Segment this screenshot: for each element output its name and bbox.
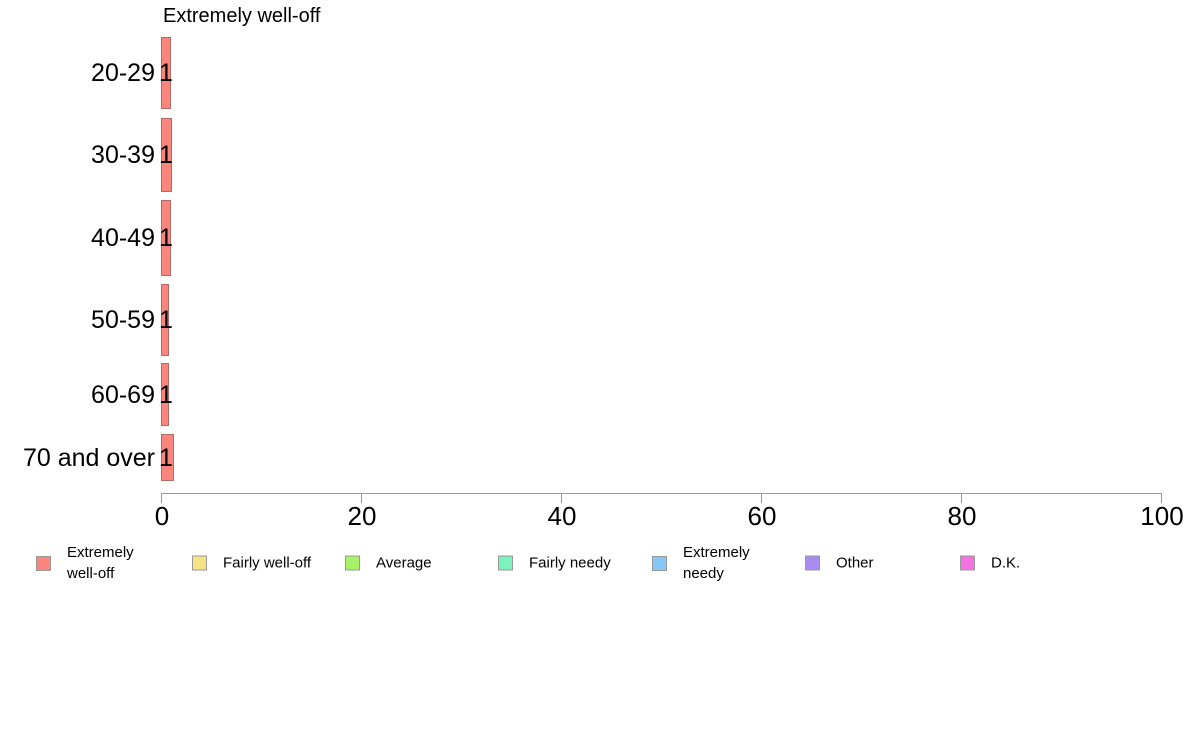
category-label: 60-69 <box>91 380 155 409</box>
bar <box>161 37 171 109</box>
legend-item: Extremely well-off <box>36 542 159 584</box>
x-tick-label: 40 <box>547 501 577 531</box>
bar <box>161 434 174 481</box>
category-label: 50-59 <box>91 306 155 334</box>
legend-label: Extremely well-off <box>67 544 134 582</box>
x-tick-label: 20 <box>347 501 377 531</box>
legend-label: Other <box>836 554 874 572</box>
bar <box>161 363 169 426</box>
legend-swatch <box>498 555 513 571</box>
bar-value-label: 1 <box>159 380 173 409</box>
legend-swatch <box>192 555 207 571</box>
bar <box>161 284 169 356</box>
chart-title: Extremely well-off <box>163 5 321 27</box>
bar <box>161 118 172 192</box>
category-label: 40-49 <box>91 224 155 252</box>
legend-label: Extremely needy <box>683 544 750 582</box>
x-axis-tick <box>1161 493 1162 503</box>
category-label: 30-39 <box>91 141 155 169</box>
legend-item: D.K. <box>960 553 1020 574</box>
legend-swatch <box>805 555 820 571</box>
x-axis-line <box>161 493 1162 494</box>
legend-label: Average <box>376 554 432 572</box>
bar-value-label: 1 <box>159 59 173 87</box>
legend-item: Average <box>345 553 432 574</box>
x-axis-tick <box>161 493 162 503</box>
x-tick-label: 100 <box>1140 501 1184 531</box>
x-axis-tick <box>761 493 762 503</box>
legend-label: Fairly needy <box>529 554 611 572</box>
legend-label: D.K. <box>991 554 1021 572</box>
legend-item: Other <box>805 553 874 574</box>
legend-swatch <box>652 555 667 571</box>
legend-label: Fairly well-off <box>223 554 312 572</box>
bar <box>161 200 171 276</box>
bar-value-label: 1 <box>159 443 173 472</box>
legend-swatch <box>960 555 975 571</box>
bar-value-label: 1 <box>159 306 173 334</box>
x-axis-tick <box>961 493 962 503</box>
x-axis-tick <box>361 493 362 503</box>
legend-item: Fairly well-off <box>192 553 311 574</box>
x-tick-label: 80 <box>947 501 977 531</box>
legend-item: Extremely needy <box>652 542 775 584</box>
category-label: 70 and over <box>22 443 155 472</box>
category-label: 20-29 <box>91 59 155 87</box>
bar-value-label: 1 <box>159 224 173 252</box>
legend-item: Fairly needy <box>498 553 611 574</box>
x-tick-label: 0 <box>154 501 170 531</box>
x-axis-tick <box>561 493 562 503</box>
bar-value-label: 1 <box>159 141 173 169</box>
x-tick-label: 60 <box>747 501 777 531</box>
legend-swatch <box>345 555 360 571</box>
legend-swatch <box>36 555 51 571</box>
